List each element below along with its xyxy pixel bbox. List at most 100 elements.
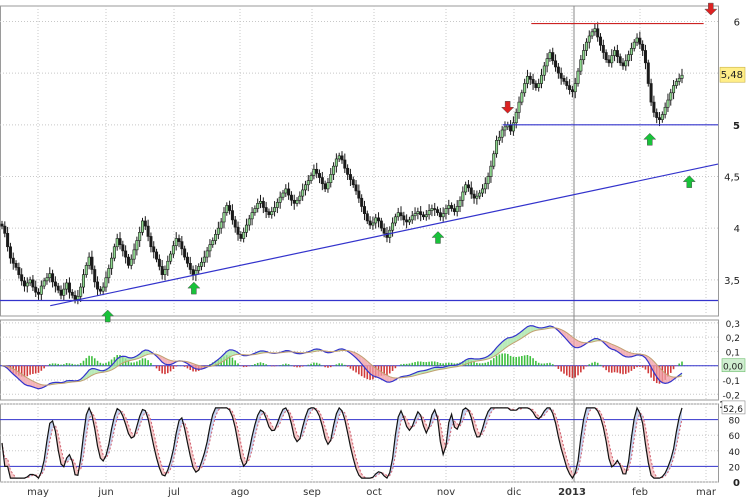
candle-body — [292, 199, 296, 204]
candle-body — [405, 219, 409, 223]
macd-band — [628, 352, 632, 358]
candle — [486, 172, 490, 190]
candle-body — [79, 286, 83, 297]
macd-band — [513, 335, 517, 343]
candle-body — [233, 219, 237, 228]
candle — [565, 76, 569, 90]
candle-body — [247, 218, 251, 226]
candle-body — [624, 60, 628, 67]
candle-body — [281, 192, 285, 198]
last-price-label: 5,48 — [721, 70, 743, 81]
candle — [410, 211, 414, 224]
macd-band — [356, 353, 359, 361]
candle-body — [244, 224, 248, 233]
candle — [430, 204, 434, 217]
macd-band — [232, 349, 236, 356]
macd-band — [94, 368, 98, 375]
candle — [65, 279, 69, 295]
macd-band — [215, 359, 219, 366]
candle — [624, 54, 628, 71]
candle — [601, 39, 605, 59]
candle — [230, 204, 234, 225]
candle-body — [301, 189, 305, 197]
candle — [500, 126, 504, 143]
price-tick-label: 6 — [734, 18, 740, 29]
candle-body — [548, 52, 552, 59]
candle — [8, 242, 12, 264]
candle — [17, 262, 21, 279]
candle — [613, 46, 617, 62]
candle — [478, 189, 482, 200]
candle — [211, 237, 215, 248]
candle — [67, 277, 71, 299]
candle-body — [11, 257, 15, 264]
candle-body — [270, 211, 274, 216]
candle-body — [523, 83, 527, 94]
candle — [570, 85, 574, 98]
candle-body — [51, 273, 55, 283]
candle-body — [25, 282, 29, 287]
stochastic-tick-label: 0 — [733, 478, 740, 489]
candle — [188, 256, 192, 275]
stochastic-band — [325, 427, 328, 445]
candle — [466, 180, 470, 192]
candle-body — [357, 190, 361, 199]
candle-body — [618, 56, 622, 64]
macd-band — [578, 340, 581, 348]
candle — [126, 254, 130, 269]
candle-body — [655, 112, 659, 118]
candle — [458, 196, 462, 213]
candle — [115, 233, 119, 251]
candle — [483, 177, 487, 194]
stochastic-band — [139, 409, 143, 427]
candle-body — [340, 155, 344, 161]
candle-body — [545, 58, 549, 67]
candle — [503, 121, 507, 137]
candle-body — [67, 282, 71, 293]
candle-body — [452, 208, 456, 212]
candle — [261, 197, 265, 214]
candle-body — [132, 249, 136, 260]
candle — [292, 194, 296, 210]
candle — [576, 68, 580, 87]
candle-body — [413, 213, 417, 217]
candle — [447, 199, 451, 215]
candle-body — [582, 50, 586, 61]
macd-band — [145, 350, 149, 356]
candle-body — [312, 168, 316, 176]
candle-body — [315, 168, 319, 174]
candle-body — [228, 205, 232, 211]
macd-band — [378, 370, 382, 380]
candle — [256, 198, 260, 213]
candle — [531, 73, 535, 90]
candle-body — [62, 288, 66, 296]
stochastic-band — [156, 445, 160, 468]
stochastic-band — [561, 436, 564, 459]
candle — [143, 216, 147, 231]
candle-body — [183, 248, 187, 258]
candle — [461, 186, 465, 207]
candle — [171, 240, 175, 258]
candle-body — [126, 256, 130, 266]
stochastic-band — [190, 442, 194, 468]
candle — [646, 59, 650, 87]
stochastic-band — [159, 457, 163, 475]
candle-body — [638, 37, 642, 45]
candle — [101, 282, 105, 296]
candle-body — [259, 201, 263, 204]
candle — [278, 191, 282, 209]
candle-body — [365, 213, 369, 222]
candle — [129, 254, 133, 270]
candle — [267, 208, 271, 218]
candle-body — [402, 215, 406, 221]
price-tick-label: 4 — [734, 224, 740, 235]
candle-body — [261, 201, 265, 208]
candle — [11, 252, 15, 270]
candle — [436, 206, 440, 216]
candle — [233, 215, 237, 233]
candle — [37, 288, 41, 300]
candle — [604, 49, 608, 63]
stochastic-tick-label: 20 — [729, 463, 741, 473]
candle — [427, 204, 431, 220]
